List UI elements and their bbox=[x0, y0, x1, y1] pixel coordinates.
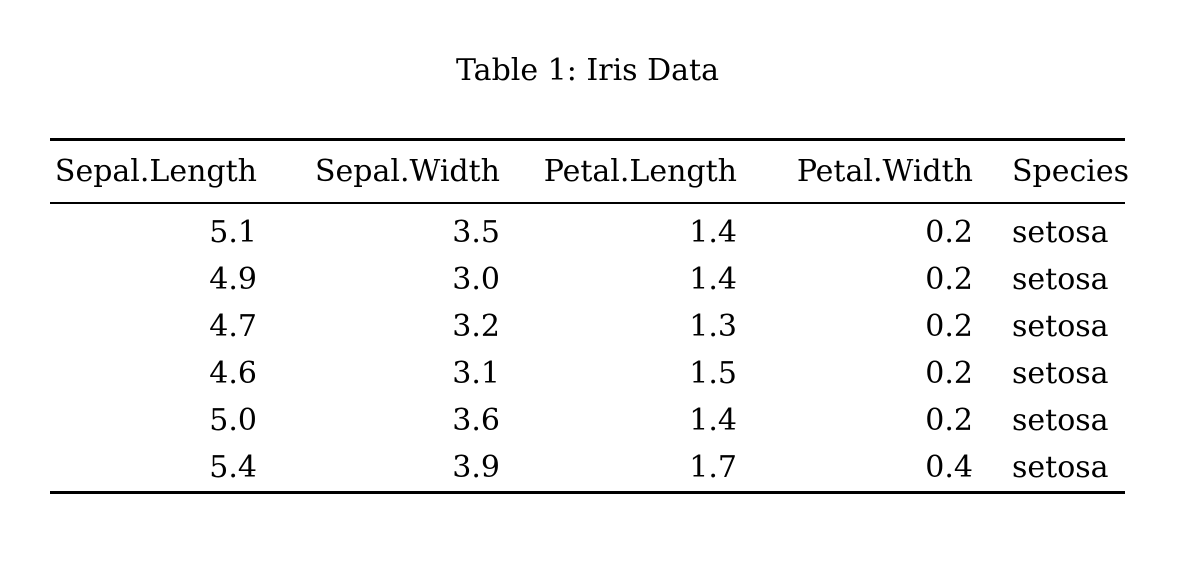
cell-sepal-width: 3.5 bbox=[452, 215, 500, 250]
cell-sepal-width: 3.1 bbox=[452, 356, 500, 391]
cell-sepal-width: 3.2 bbox=[452, 309, 500, 344]
cell-petal-length: 1.7 bbox=[689, 450, 737, 485]
cell-petal-width: 0.2 bbox=[925, 356, 973, 391]
cell-sepal-width: 3.9 bbox=[452, 450, 500, 485]
cell-petal-length: 1.4 bbox=[689, 262, 737, 297]
cell-species: setosa bbox=[1012, 403, 1109, 438]
column-header-sepal-width: Sepal.Width bbox=[257, 139, 500, 204]
table-caption: Table 1: Iris Data bbox=[456, 53, 719, 88]
cell-sepal-length: 5.1 bbox=[209, 215, 257, 250]
cell-sepal-length: 4.6 bbox=[209, 356, 257, 391]
cell-petal-width: 0.2 bbox=[925, 215, 973, 250]
column-header-petal-length: Petal.Length bbox=[500, 139, 737, 204]
cell-petal-length: 1.4 bbox=[689, 215, 737, 250]
cell-sepal-length: 4.7 bbox=[209, 309, 257, 344]
iris-data-table: Sepal.Length Sepal.Width Petal.Length Pe… bbox=[50, 138, 1129, 494]
table-row: 4.7 3.2 1.3 0.2 setosa bbox=[50, 303, 1125, 350]
cell-species: setosa bbox=[1012, 450, 1109, 485]
cell-petal-width: 0.2 bbox=[925, 309, 973, 344]
cell-sepal-width: 3.0 bbox=[452, 262, 500, 297]
cell-petal-width: 0.4 bbox=[925, 450, 973, 485]
table-row: 5.1 3.5 1.4 0.2 setosa bbox=[50, 203, 1125, 256]
cell-petal-length: 1.4 bbox=[689, 403, 737, 438]
column-header-sepal-length: Sepal.Length bbox=[50, 139, 257, 204]
column-header-petal-width: Petal.Width bbox=[737, 139, 973, 204]
cell-petal-width: 0.2 bbox=[925, 262, 973, 297]
table-row: 4.6 3.1 1.5 0.2 setosa bbox=[50, 350, 1125, 397]
column-header-species: Species bbox=[973, 139, 1129, 204]
table-row: 5.4 3.9 1.7 0.4 setosa bbox=[50, 444, 1125, 493]
cell-species: setosa bbox=[1012, 309, 1109, 344]
cell-sepal-length: 5.0 bbox=[209, 403, 257, 438]
cell-species: setosa bbox=[1012, 356, 1109, 391]
cell-sepal-length: 4.9 bbox=[209, 262, 257, 297]
cell-petal-width: 0.2 bbox=[925, 403, 973, 438]
cell-species: setosa bbox=[1012, 262, 1109, 297]
document-page: Table 1: Iris Data Sepal.Length Sepal.Wi… bbox=[0, 53, 1202, 580]
cell-petal-length: 1.3 bbox=[689, 309, 737, 344]
header-row: Sepal.Length Sepal.Width Petal.Length Pe… bbox=[50, 139, 1129, 204]
table-row: 4.9 3.0 1.4 0.2 setosa bbox=[50, 256, 1125, 303]
cell-petal-length: 1.5 bbox=[689, 356, 737, 391]
cell-sepal-length: 5.4 bbox=[209, 450, 257, 485]
table-row: 5.0 3.6 1.4 0.2 setosa bbox=[50, 397, 1125, 444]
cell-sepal-width: 3.6 bbox=[452, 403, 500, 438]
cell-species: setosa bbox=[1012, 215, 1109, 250]
